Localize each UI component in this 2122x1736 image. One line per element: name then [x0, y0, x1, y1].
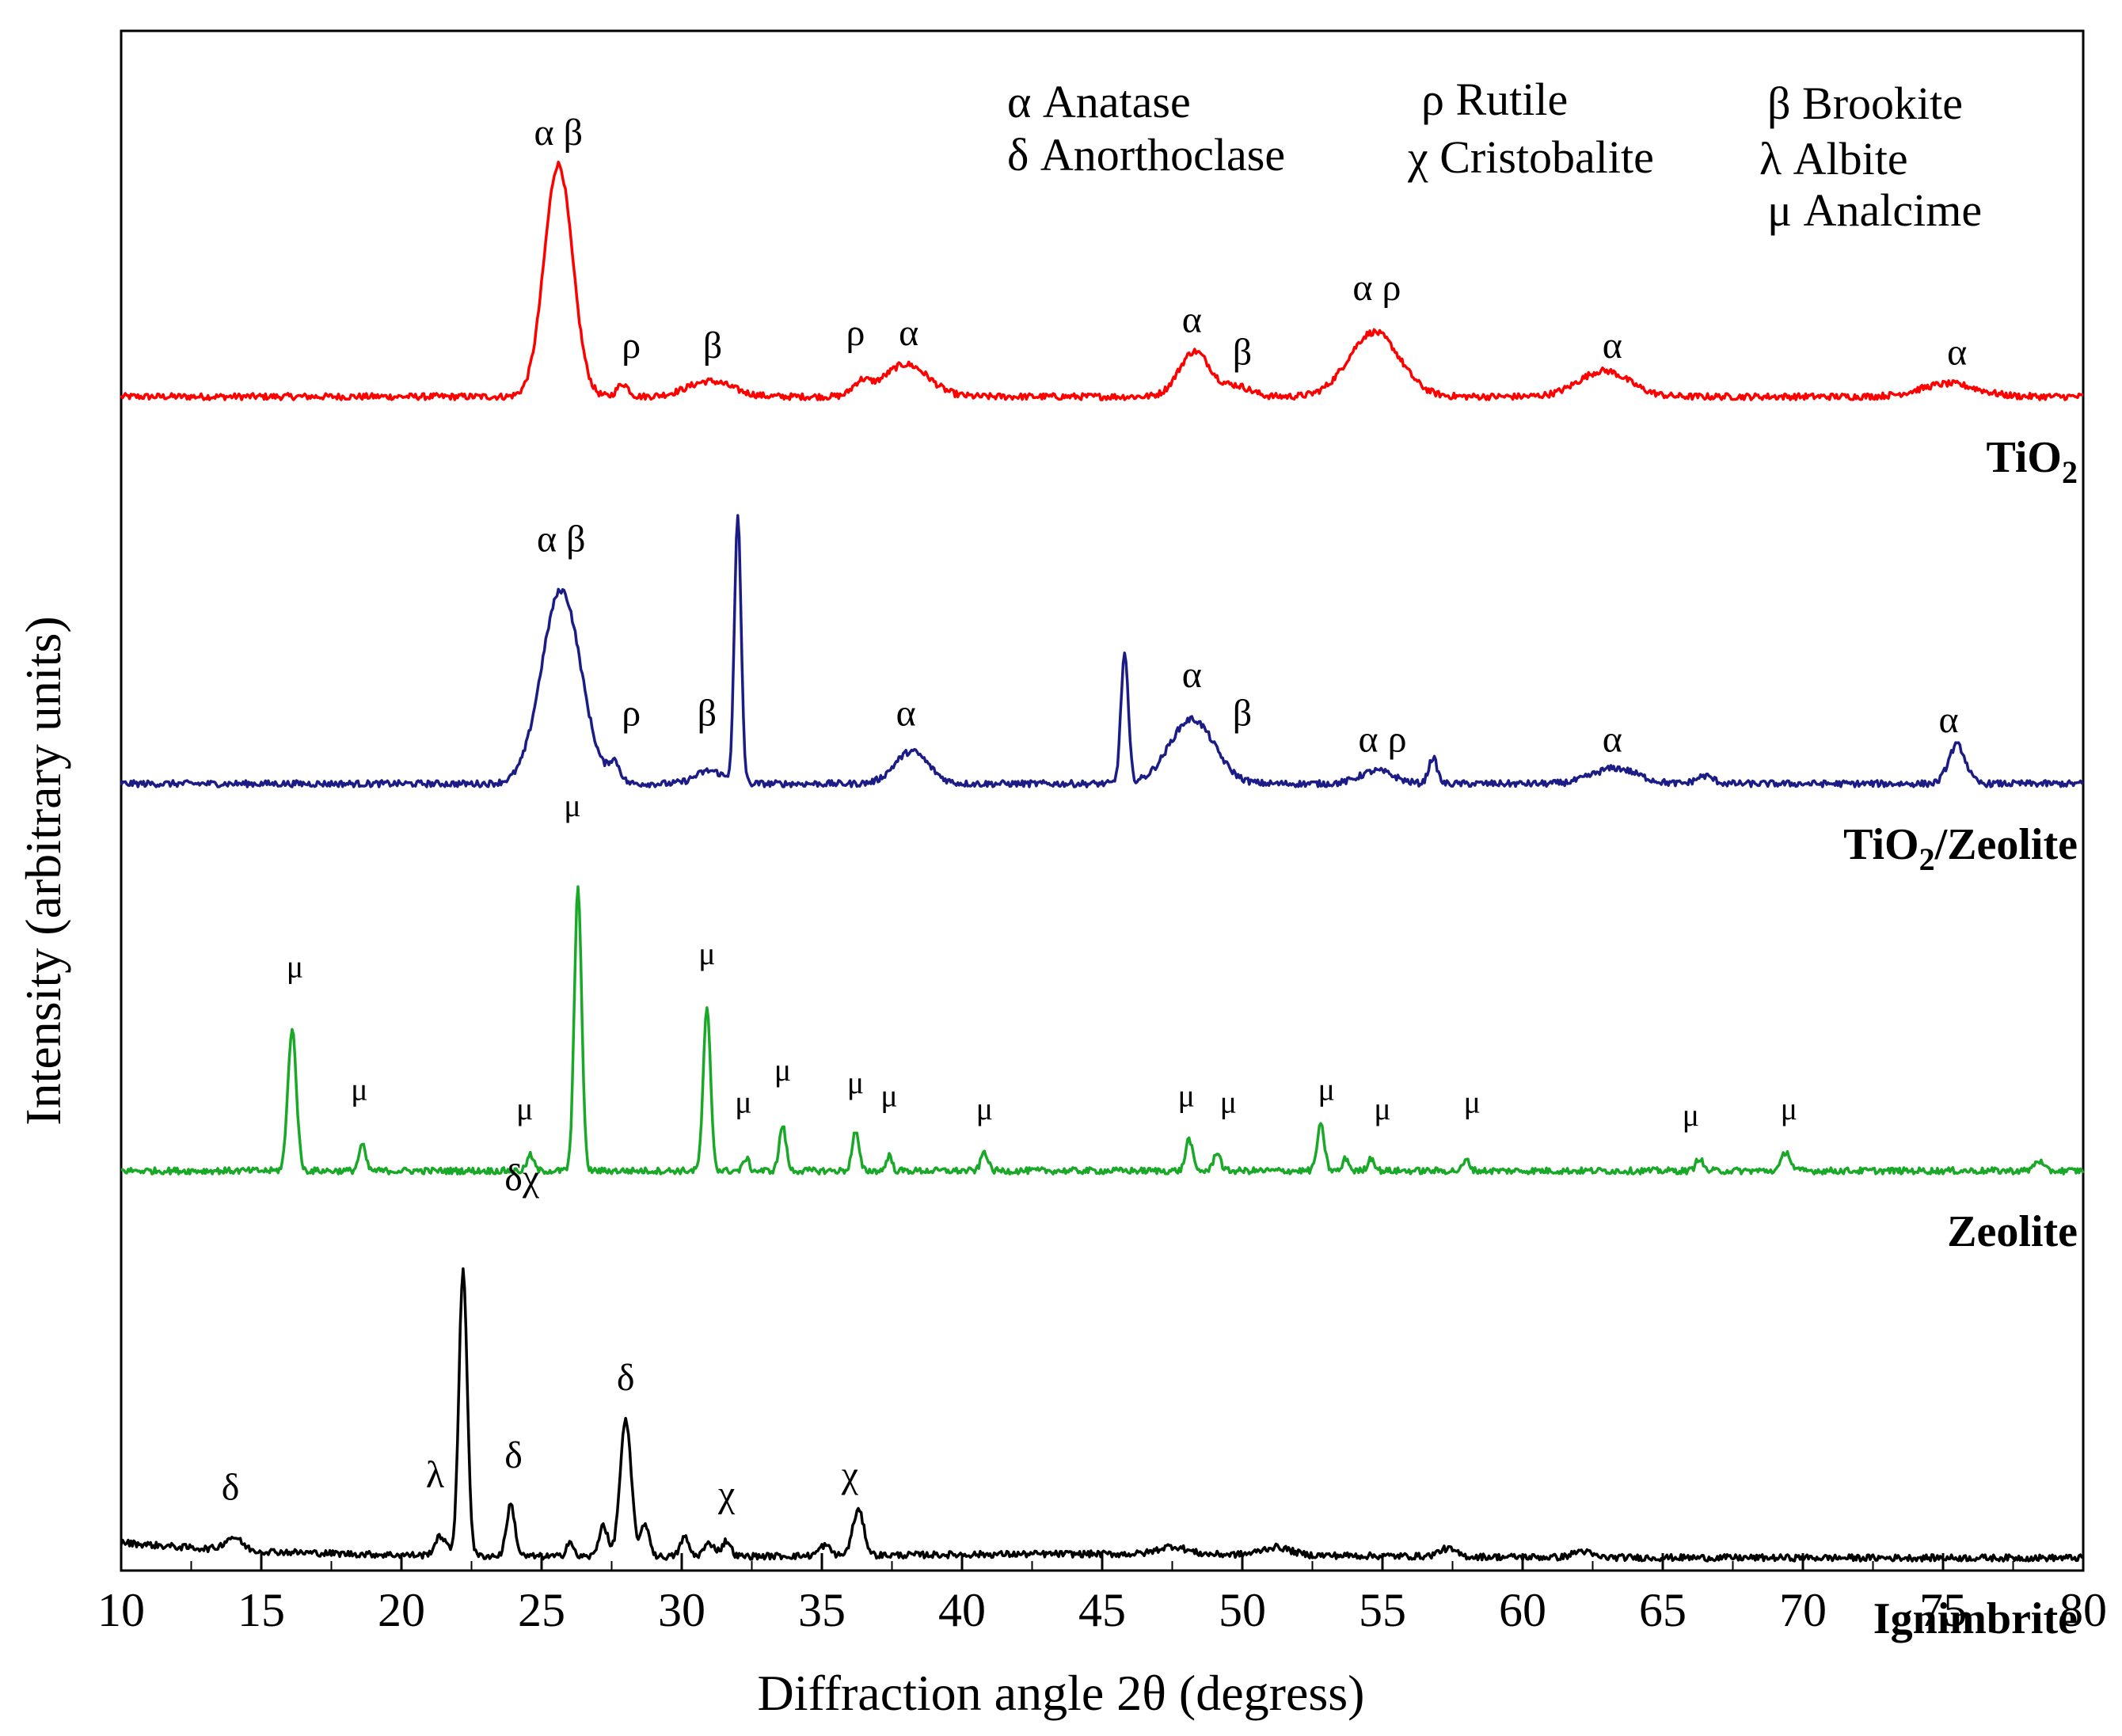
phase-mark: α ρ [1358, 718, 1406, 760]
phase-mark: μ [1464, 1085, 1481, 1120]
phase-mark: μ [976, 1091, 993, 1126]
x-axis-ticks [120, 1553, 2085, 1571]
phase-mark: α [1947, 331, 1967, 373]
x-tick-label: 75 [1919, 1584, 1967, 1636]
x-tick-label: 50 [1219, 1584, 1266, 1636]
y-axis-title: Intensity (arbitrary units) [15, 616, 71, 1125]
x-tick-label: 30 [658, 1584, 705, 1636]
phase-mark: μ [564, 788, 580, 823]
phase-mark: μ [698, 936, 715, 971]
x-tick-label: 70 [1779, 1584, 1827, 1636]
legend-item-brookite: β Brookite [1767, 78, 1963, 129]
x-tick-label: 45 [1078, 1584, 1126, 1636]
phase-mark: μ [1374, 1091, 1390, 1126]
trace-tio2-zeolite [120, 514, 2084, 788]
x-tick-label: 80 [2059, 1584, 2107, 1636]
phase-mark: α [1939, 699, 1959, 741]
x-tick-label: 60 [1499, 1584, 1546, 1636]
legend-item-anorthoclase: δ Anorthoclase [1007, 129, 1285, 180]
sample-label: TiO2 [1987, 433, 2078, 490]
sample-label: Zeolite [1947, 1207, 2078, 1256]
phase-mark: μ [880, 1078, 897, 1114]
x-tick-label: 40 [938, 1584, 986, 1636]
phase-mark: ρ [622, 325, 641, 367]
phase-mark: δ [222, 1467, 240, 1509]
sample-label: TiO2/Zeolite [1843, 820, 2078, 877]
plot-frame [120, 29, 2085, 1572]
phase-mark: μ [351, 1071, 367, 1107]
diffraction-traces [120, 160, 2085, 1563]
phase-mark: α [1603, 718, 1622, 760]
phase-mark: λ [426, 1453, 445, 1495]
legend-item-anatase: α Anatase [1007, 76, 1191, 127]
phase-mark: δ [504, 1434, 523, 1476]
phase-mark: δχ [504, 1157, 540, 1198]
phase-mark: α β [534, 112, 583, 154]
phase-mark: β [1233, 693, 1252, 735]
phase-mark: β [703, 325, 722, 367]
trace-zeolite [120, 885, 2085, 1176]
phase-mark: α [1182, 299, 1202, 341]
phase-mark: α [899, 312, 918, 354]
trace-tio2 [120, 160, 2084, 401]
x-tick-label: 10 [97, 1584, 145, 1636]
legend-item-analcime: μ Analcime [1767, 184, 1982, 236]
phase-mark: α [1603, 325, 1622, 367]
phase-mark: μ [516, 1091, 533, 1126]
phase-mark: μ [735, 1085, 751, 1120]
x-tick-label: 65 [1639, 1584, 1687, 1636]
x-axis-tick-labels: 10 15 20 25 30 35 40 45 50 55 60 65 70 75 80 [97, 1584, 2107, 1636]
x-tick-label: 35 [798, 1584, 846, 1636]
phase-mark: μ [1220, 1085, 1237, 1120]
trace-ignimbrite [120, 1267, 2084, 1563]
sample-labels: TiO2 TiO2/Zeolite Zeolite Ignimbrite [1843, 433, 2078, 1643]
x-axis-title: Diffraction angle 2θ (degress) [758, 1665, 1365, 1721]
phase-mark: α [1182, 654, 1202, 696]
legend-item-cristobalite: χ Cristobalite [1407, 131, 1654, 183]
phase-mark: α ρ [1352, 267, 1401, 309]
phase-mark: μ [1781, 1091, 1797, 1126]
phase-mark: δ [617, 1357, 635, 1399]
x-tick-label: 55 [1359, 1584, 1406, 1636]
legend-item-rutile: ρ Rutile [1421, 74, 1568, 125]
phase-mark: μ [1177, 1078, 1194, 1114]
phase-mark: μ [847, 1065, 864, 1100]
phase-mark: β [1233, 331, 1252, 373]
phase-mark: α [896, 693, 916, 735]
phase-mark: μ [774, 1052, 791, 1088]
legend-item-albite: λ Albite [1759, 133, 1908, 184]
phase-mark: ρ [622, 693, 641, 735]
phase-mark: χ [841, 1453, 859, 1495]
x-tick-label: 25 [518, 1584, 565, 1636]
phase-mark: μ [1318, 1071, 1334, 1107]
phase-mark: ρ [846, 312, 865, 354]
x-tick-label: 15 [238, 1584, 285, 1636]
phase-mark: β [698, 693, 717, 735]
x-tick-label: 20 [378, 1584, 425, 1636]
sample-label: Ignimbrite [1873, 1594, 2078, 1643]
phase-mark: α β [537, 519, 586, 560]
phase-legend: α Anatase ρ Rutile β Brookite δ Anorthoc… [1007, 74, 1982, 236]
phase-mark: μ [287, 949, 303, 985]
phase-mark: χ [717, 1473, 736, 1515]
phase-mark: μ [1683, 1097, 1699, 1133]
